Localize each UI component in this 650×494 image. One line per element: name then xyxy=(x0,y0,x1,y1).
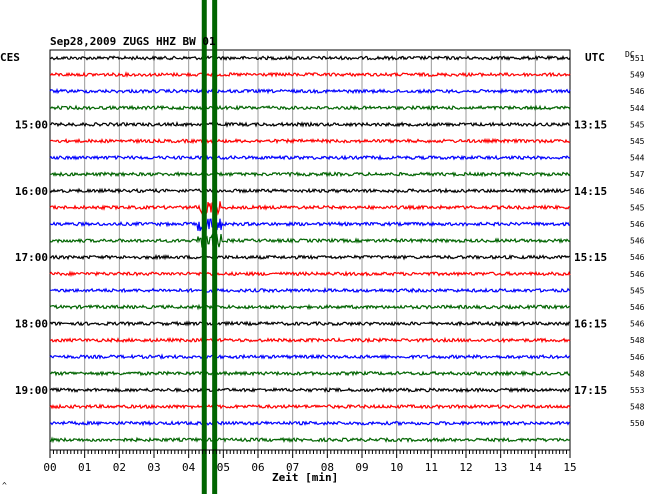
dc-value: 546 xyxy=(630,220,645,229)
left-time-label: 15:00 xyxy=(15,118,48,131)
dc-value: 546 xyxy=(630,353,645,362)
trace-row-5 xyxy=(49,137,571,145)
dc-value: 546 xyxy=(630,253,645,262)
left-time-label: 18:00 xyxy=(15,318,48,331)
trace-row-7 xyxy=(49,171,571,178)
x-tick-label: 11 xyxy=(425,461,438,474)
dc-value: 553 xyxy=(630,386,645,395)
dc-value: 546 xyxy=(630,270,645,279)
left-time-label: 19:00 xyxy=(15,384,48,397)
trace-row-11 xyxy=(49,233,571,248)
dc-label: DC xyxy=(625,50,635,59)
left-time-label: 16:00 xyxy=(15,185,48,198)
trace-row-8 xyxy=(49,187,571,195)
event-markers xyxy=(201,0,218,494)
right-time-label: 16:15 xyxy=(574,318,607,331)
x-tick-label: 14 xyxy=(529,461,543,474)
trace-row-19 xyxy=(49,369,571,378)
right-zone-label: UTC xyxy=(585,51,605,64)
dc-value: 545 xyxy=(630,137,645,146)
labels: Sep28,2009 ZUGS HHZ BW 01 CES UTC DC Zei… xyxy=(0,35,645,490)
dc-value: 545 xyxy=(630,203,645,212)
left-time-label: 17:00 xyxy=(15,251,48,264)
dc-value: 546 xyxy=(630,237,645,246)
chart-title: Sep28,2009 ZUGS HHZ BW 01 xyxy=(50,35,216,48)
dc-value: 545 xyxy=(630,120,645,129)
right-time-label: 15:15 xyxy=(574,251,607,264)
right-time-label: 17:15 xyxy=(574,384,607,397)
x-tick-label: 08 xyxy=(321,461,334,474)
x-tick-label: 13 xyxy=(494,461,507,474)
x-tick-label: 05 xyxy=(217,461,230,474)
trace-row-15 xyxy=(49,303,571,311)
x-tick-label: 12 xyxy=(459,461,472,474)
trace-row-0 xyxy=(49,55,571,62)
trace-row-2 xyxy=(49,87,571,95)
grid xyxy=(49,49,571,451)
trace-row-18 xyxy=(49,353,571,361)
x-tick-label: 07 xyxy=(286,461,299,474)
x-tick-label: 01 xyxy=(78,461,91,474)
x-axis: 00 01 02 03 04 05 06 07 08 09 10 11 12 13 14 15 xyxy=(43,449,577,474)
right-time-label: 13:15 xyxy=(574,118,607,131)
trace-row-22 xyxy=(49,420,571,427)
dc-value: 544 xyxy=(630,154,645,163)
trace-row-4 xyxy=(49,121,570,128)
dc-value: 546 xyxy=(630,87,645,96)
dc-value: 549 xyxy=(630,71,645,80)
x-tick-label: 03 xyxy=(147,461,160,474)
trace-row-10 xyxy=(49,218,571,232)
trace-row-23 xyxy=(49,436,571,444)
dc-value: 548 xyxy=(630,403,645,412)
x-tick-label: 04 xyxy=(182,461,196,474)
x-tick-label: 10 xyxy=(390,461,403,474)
trace-row-20 xyxy=(49,386,571,394)
dc-value: 546 xyxy=(630,187,645,196)
dc-value: 547 xyxy=(630,170,645,179)
trace-row-6 xyxy=(49,154,571,161)
left-zone-label: CES xyxy=(0,51,20,64)
right-time-label: 14:15 xyxy=(574,185,607,198)
trace-row-21 xyxy=(49,403,571,410)
x-axis-label: Zeit [min] xyxy=(272,471,338,484)
trace-row-14 xyxy=(49,286,571,294)
trace-row-12 xyxy=(49,253,571,261)
x-tick-label: 15 xyxy=(563,461,576,474)
dc-value: 545 xyxy=(630,286,645,295)
footer-mark: ^ xyxy=(2,481,7,490)
dc-value: 550 xyxy=(630,419,645,428)
x-tick-label: 06 xyxy=(251,461,264,474)
dc-value: 546 xyxy=(630,320,645,329)
dc-value: 546 xyxy=(630,303,645,312)
trace-row-13 xyxy=(49,270,571,278)
dc-value: 544 xyxy=(630,104,645,113)
trace-row-16 xyxy=(49,320,571,327)
x-tick-label: 09 xyxy=(355,461,368,474)
trace-row-17 xyxy=(49,336,571,344)
dc-value: 548 xyxy=(630,369,645,378)
dc-value: 548 xyxy=(630,336,645,345)
trace-row-3 xyxy=(49,104,571,111)
x-tick-label: 02 xyxy=(113,461,126,474)
trace-row-1 xyxy=(49,71,571,78)
traces xyxy=(49,55,571,444)
x-tick-label: 00 xyxy=(43,461,56,474)
dc-value: 551 xyxy=(630,54,645,63)
trace-row-9 xyxy=(49,201,571,216)
